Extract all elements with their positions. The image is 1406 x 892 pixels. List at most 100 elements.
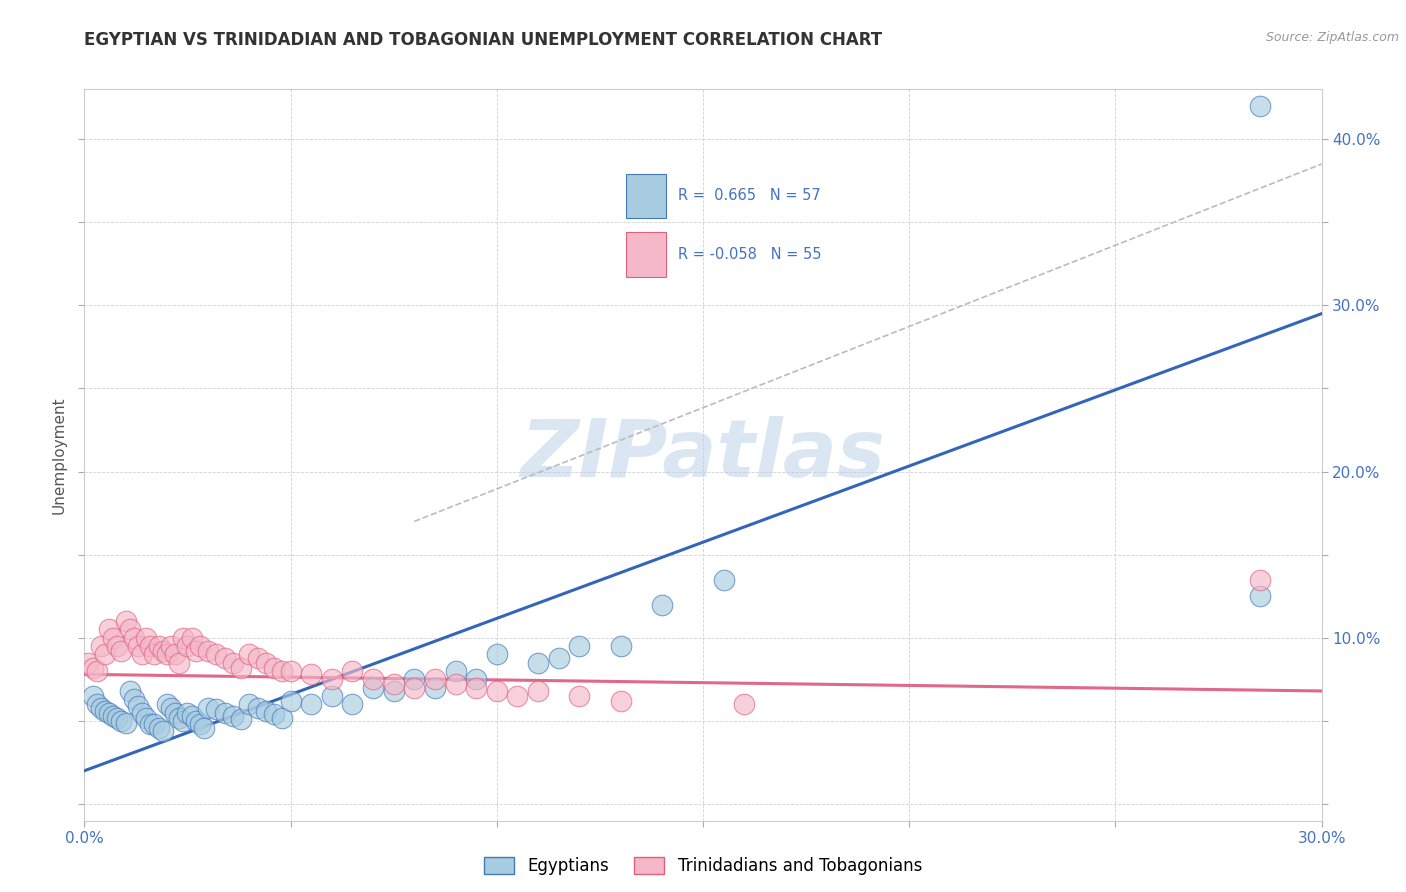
Point [238, 648, 260, 662]
Point [609, 639, 631, 653]
Point [165, 706, 187, 720]
Point [105, 639, 128, 653]
Point [143, 717, 166, 731]
Point [148, 639, 170, 653]
Point [148, 721, 170, 735]
Point [167, 656, 190, 670]
Point [1249, 589, 1271, 603]
Y-axis label: Unemployment: Unemployment [52, 396, 67, 514]
Point [180, 631, 202, 645]
Point [299, 698, 322, 712]
Point [152, 644, 174, 658]
Point [82, 661, 104, 675]
Text: Source: ZipAtlas.com: Source: ZipAtlas.com [1265, 31, 1399, 45]
Point [1249, 573, 1271, 587]
Point [135, 710, 157, 724]
Point [139, 717, 162, 731]
Point [197, 700, 219, 714]
Point [176, 639, 198, 653]
Point [361, 681, 384, 695]
Point [94, 648, 117, 662]
Point [229, 661, 252, 675]
Point [118, 623, 141, 637]
Point [143, 648, 166, 662]
Point [131, 706, 153, 720]
Point [246, 700, 269, 714]
Point [188, 717, 211, 731]
Point [214, 650, 236, 665]
Point [176, 706, 198, 720]
Point [271, 710, 294, 724]
Text: EGYPTIAN VS TRINIDADIAN AND TOBAGONIAN UNEMPLOYMENT CORRELATION CHART: EGYPTIAN VS TRINIDADIAN AND TOBAGONIAN U… [84, 31, 883, 49]
Point [465, 681, 488, 695]
Point [103, 631, 125, 645]
Point [139, 639, 162, 653]
Point [713, 573, 735, 587]
Point [506, 689, 529, 703]
Point [156, 648, 179, 662]
Point [122, 631, 145, 645]
Point [229, 712, 252, 726]
Point [1249, 99, 1271, 113]
Point [238, 698, 260, 712]
Point [280, 694, 302, 708]
Point [98, 706, 121, 720]
Point [103, 709, 125, 723]
Point [321, 689, 343, 703]
Point [165, 648, 187, 662]
Point [465, 673, 488, 687]
Point [152, 723, 174, 738]
Point [131, 648, 153, 662]
Point [114, 715, 136, 730]
Point [254, 656, 277, 670]
Point [271, 664, 294, 678]
Legend: Egyptians, Trinidadians and Tobagonians: Egyptians, Trinidadians and Tobagonians [478, 850, 928, 882]
Point [444, 664, 467, 678]
Point [114, 614, 136, 628]
Point [214, 706, 236, 720]
Point [205, 648, 228, 662]
Point [222, 709, 245, 723]
Point [404, 681, 426, 695]
Point [423, 681, 446, 695]
Point [90, 700, 112, 714]
Point [90, 639, 112, 653]
Point [382, 677, 405, 691]
Point [423, 673, 446, 687]
Point [609, 694, 631, 708]
Point [86, 664, 108, 678]
Point [222, 656, 245, 670]
Point [263, 661, 285, 675]
Point [118, 684, 141, 698]
Point [167, 710, 190, 724]
Point [246, 650, 269, 665]
Point [82, 689, 104, 703]
Point [127, 698, 149, 713]
Point [184, 714, 207, 728]
Point [547, 650, 569, 665]
Point [342, 664, 364, 678]
Point [135, 631, 157, 645]
Point [127, 639, 149, 653]
Point [382, 684, 405, 698]
Point [180, 709, 202, 723]
Point [321, 673, 343, 687]
Point [98, 623, 121, 637]
Point [122, 692, 145, 706]
Point [361, 673, 384, 687]
Point [205, 702, 228, 716]
Point [568, 689, 591, 703]
Point [110, 714, 132, 728]
Point [568, 639, 591, 653]
Point [485, 684, 508, 698]
Point [254, 704, 277, 718]
Point [160, 700, 183, 714]
Point [651, 598, 673, 612]
Point [160, 639, 183, 653]
Point [299, 667, 322, 681]
Point [172, 714, 194, 728]
Point [172, 631, 194, 645]
Point [444, 677, 467, 691]
Point [156, 698, 179, 712]
Text: ZIPatlas: ZIPatlas [520, 416, 886, 494]
